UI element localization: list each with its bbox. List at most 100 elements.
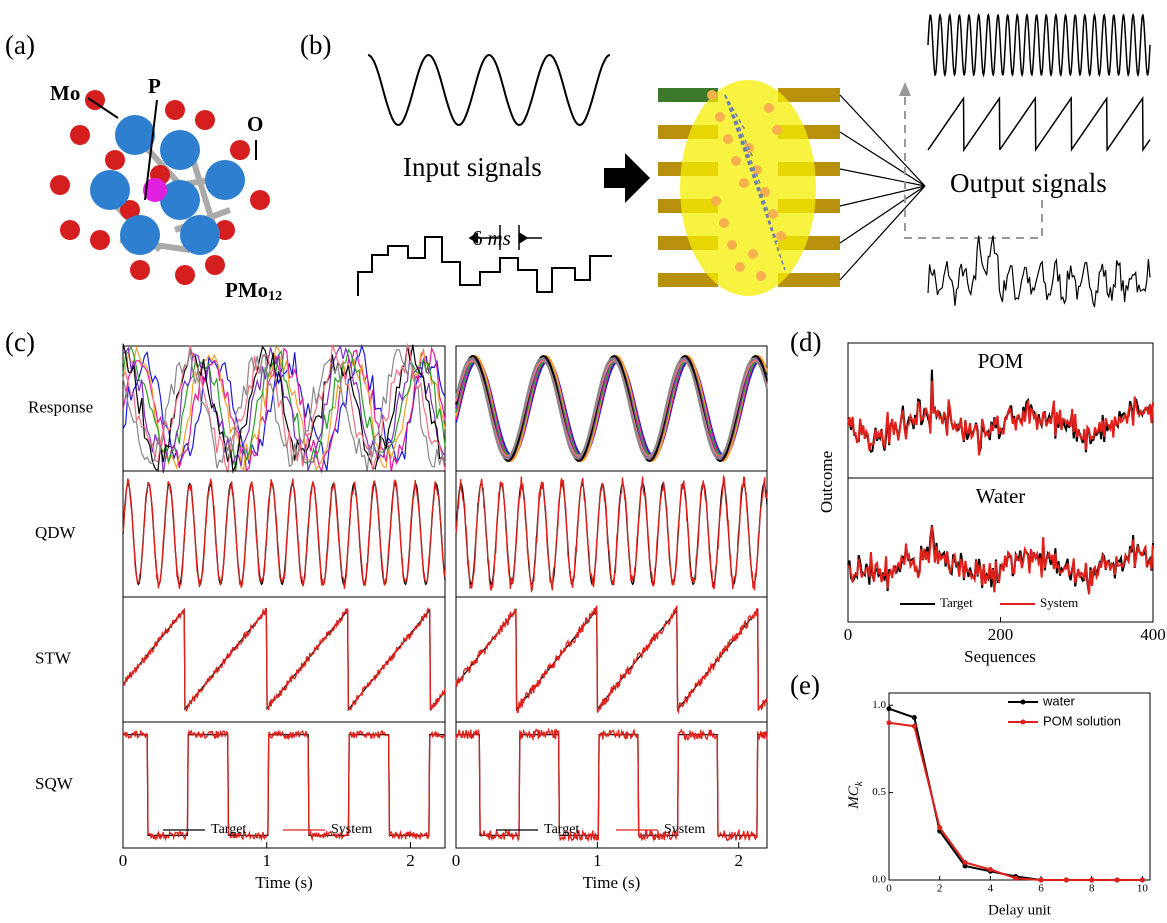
target-trace [456, 735, 767, 836]
ion [768, 209, 778, 219]
legend-label: System [664, 822, 705, 837]
x-axis-label: Sequences [964, 647, 1036, 666]
x-tick-label: 4 [988, 883, 994, 895]
system-trace [123, 731, 445, 839]
subplot-title: POM [978, 349, 1024, 373]
legend-label: POM solution [1043, 713, 1121, 728]
y-axis-label: Outcome [817, 451, 836, 513]
row-label: QDW [35, 523, 77, 542]
data-point [887, 706, 892, 711]
legend-label: System [331, 822, 372, 837]
x-tick-label: 8 [1089, 883, 1095, 895]
oxygen [70, 125, 90, 145]
y-axis-label: MCk [846, 780, 864, 810]
system-trace [456, 606, 767, 713]
data-point [963, 860, 968, 865]
data-point [1064, 878, 1069, 883]
subplot-frame [456, 722, 767, 848]
x-tick-label: 0 [119, 851, 128, 870]
oxygen [105, 150, 125, 170]
data-point [1013, 876, 1018, 881]
ion [756, 271, 766, 281]
oxygen [230, 140, 250, 160]
readout [840, 186, 925, 243]
x-tick-label: 400 [1140, 625, 1166, 644]
target-trace [123, 735, 445, 836]
panel-label: (e) [790, 670, 820, 700]
panel-c: ResponseQDWSTWSQW012Time (s)TargetSystem… [28, 344, 767, 892]
data-point [887, 720, 892, 725]
subplot-frame [123, 722, 445, 848]
ion [719, 218, 729, 228]
molybdenum [90, 170, 130, 210]
x-tick-label: 6 [1038, 883, 1044, 895]
panel-label: (c) [5, 327, 35, 357]
data-point [937, 825, 942, 830]
ion [711, 196, 721, 206]
system-trace [456, 730, 767, 841]
x-axis-label: Delay unit [988, 902, 1052, 918]
series-line [889, 709, 1142, 880]
input-sine [368, 55, 610, 125]
ion [731, 156, 741, 166]
panel-d: POMWaterTargetSystem0200400SequencesOutc… [817, 343, 1166, 666]
output-label: Output signals [950, 168, 1107, 198]
data-point [1039, 878, 1044, 883]
oxygen [165, 100, 185, 120]
ion [735, 262, 745, 272]
input-steps [358, 237, 612, 296]
readout [840, 186, 925, 206]
x-tick-label: 1 [263, 851, 272, 870]
row-label: Response [28, 397, 93, 416]
legend-label: Target [940, 595, 973, 610]
figure: (a) (b) (c) (d) (e) Mo P O PMo12 Input s… [0, 0, 1167, 923]
molybdenum [115, 115, 155, 155]
x-tick-label: 2 [734, 851, 743, 870]
data-point [1089, 878, 1094, 883]
molybdenum [160, 130, 200, 170]
system-trace [848, 381, 1153, 456]
ion [776, 231, 786, 241]
ion [772, 125, 782, 135]
ion [727, 240, 737, 250]
system-trace [848, 526, 1153, 594]
panel-label: (d) [790, 327, 821, 357]
oxygen [205, 255, 225, 275]
x-tick-label: 0 [886, 883, 892, 895]
ion [748, 249, 758, 259]
row-label: SQW [35, 774, 74, 793]
x-tick-label: 2 [937, 883, 943, 895]
ion [723, 134, 733, 144]
system-trace [456, 476, 767, 591]
panel-label: (a) [5, 30, 35, 60]
big-arrow [604, 153, 650, 203]
target-trace [848, 525, 1153, 593]
y-axis-label-sub: k [853, 780, 865, 786]
data-point [1140, 878, 1145, 883]
molybdenum [205, 160, 245, 200]
panel-e: 02468100.00.51.0Delay unitMCkwaterPOM so… [846, 693, 1150, 918]
x-tick-label: 0 [844, 625, 853, 644]
oxygen [195, 110, 215, 130]
oxygen [175, 265, 195, 285]
atom-label: P [148, 74, 161, 98]
ion [764, 103, 774, 113]
legend-label: water [1042, 693, 1075, 708]
ion [715, 112, 725, 122]
atom-label: O [247, 112, 263, 136]
target-trace [456, 484, 767, 585]
oxygen [250, 190, 270, 210]
ion [739, 178, 749, 188]
response-trace [456, 359, 767, 459]
x-tick-label: 1 [593, 851, 602, 870]
oxygen [90, 230, 110, 250]
series-line [889, 723, 1142, 880]
subplot-frame [456, 597, 767, 722]
x-axis-label: Time (s) [255, 873, 312, 892]
feedback-head [899, 82, 911, 96]
subplot-frame [123, 597, 445, 722]
data-point [1115, 878, 1120, 883]
data-point [912, 715, 917, 720]
legend-label: System [1040, 595, 1078, 610]
x-tick-label: 200 [988, 625, 1014, 644]
